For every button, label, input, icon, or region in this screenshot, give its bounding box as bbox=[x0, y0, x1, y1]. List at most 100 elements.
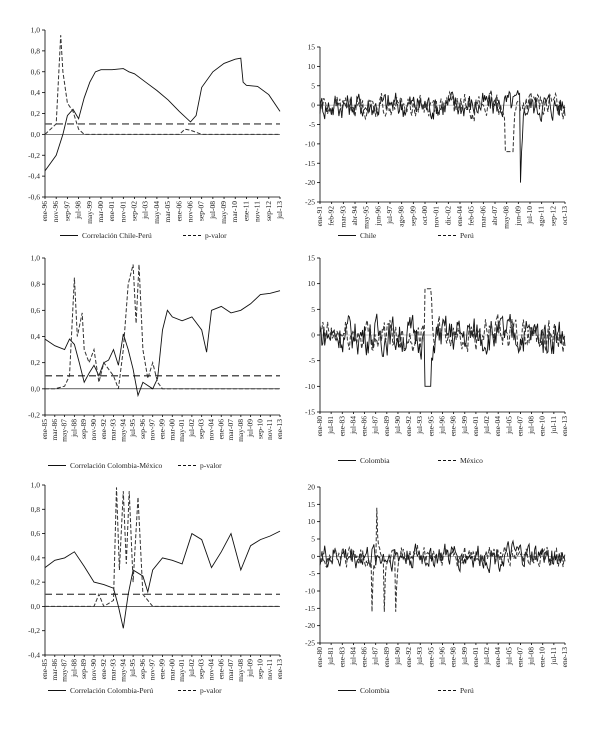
x-tick-label: mar-05 bbox=[163, 201, 172, 223]
x-tick-label: jul-95 bbox=[128, 419, 137, 438]
x-tick-label: ene-99 bbox=[158, 659, 167, 680]
x-tick-label: jul-11 bbox=[549, 647, 558, 666]
x-tick-label: mar-93 bbox=[338, 206, 347, 228]
x-tick-label: ene-06 bbox=[216, 419, 225, 440]
x-tick-label: jul-09 bbox=[246, 419, 255, 438]
x-tick-label: ene-89 bbox=[382, 416, 391, 437]
legend-label: Chile bbox=[360, 231, 377, 240]
y-tick-label: -10 bbox=[305, 139, 315, 148]
x-tick-label: feb-05 bbox=[467, 206, 476, 226]
x-tick-label: sep-99 bbox=[408, 206, 417, 226]
y-tick-label: 15 bbox=[308, 254, 316, 263]
y-tick-label: 20 bbox=[308, 483, 316, 492]
y-tick-label: 1,0 bbox=[31, 26, 41, 35]
y-tick-label: 0,2 bbox=[31, 358, 41, 367]
x-tick-label: may-08 bbox=[502, 206, 511, 229]
x-tick-label: may-94 bbox=[118, 419, 127, 442]
series-line bbox=[319, 507, 566, 612]
y-tick-label: -25 bbox=[305, 639, 315, 648]
y-tick-label: -5 bbox=[309, 356, 315, 365]
x-tick-label: jul-08 bbox=[208, 201, 217, 220]
x-tick-label: sep-97 bbox=[62, 201, 71, 221]
x-tick-label: jul-08 bbox=[527, 416, 536, 435]
x-tick-label: oct-00 bbox=[420, 206, 429, 225]
x-tick-label: sep-10 bbox=[255, 419, 264, 439]
y-tick-label: 0,4 bbox=[31, 332, 41, 341]
x-tick-label: ene-11 bbox=[241, 201, 250, 221]
y-tick-label: -20 bbox=[305, 621, 315, 630]
x-tick-label: ene-01 bbox=[107, 201, 116, 222]
y-tick-label: -10 bbox=[305, 587, 315, 596]
x-tick-label: ene-07 bbox=[515, 416, 524, 437]
y-tick-label: 0 bbox=[311, 101, 315, 110]
x-tick-label: nov-90 bbox=[89, 419, 98, 440]
x-tick-label: ene-04 bbox=[493, 647, 502, 668]
y-tick-label: -10 bbox=[305, 382, 315, 391]
y-tick-label: -0,2 bbox=[28, 411, 40, 420]
x-tick-label: ene-13 bbox=[560, 416, 569, 437]
x-tick-label: jul-88 bbox=[69, 659, 78, 678]
x-tick-label: may-09 bbox=[219, 201, 228, 224]
x-tick-label: mar-86 bbox=[50, 419, 59, 441]
x-tick-label: ene-13 bbox=[275, 419, 284, 440]
y-tick-label: 1,0 bbox=[31, 481, 41, 490]
x-tick-label: jul-93 bbox=[415, 416, 424, 435]
x-tick-label: jul-96 bbox=[438, 647, 447, 666]
legend-label: Colombia bbox=[360, 456, 390, 465]
y-tick-label: 0,8 bbox=[31, 280, 41, 289]
series-line bbox=[45, 264, 280, 390]
series-line bbox=[44, 530, 281, 629]
x-tick-label: ene-95 bbox=[426, 647, 435, 668]
x-tick-label: oct-13 bbox=[560, 206, 569, 225]
x-tick-label: jul-09 bbox=[246, 659, 255, 678]
x-tick-label: nov-11 bbox=[253, 201, 262, 222]
x-tick-label: mar-10 bbox=[230, 201, 239, 223]
x-tick-label: jul-02 bbox=[187, 659, 196, 678]
x-tick-label: ene-06 bbox=[174, 201, 183, 222]
y-tick-label: -15 bbox=[305, 604, 315, 613]
legend-label: p-valor bbox=[205, 231, 227, 240]
x-tick-label: sep-12 bbox=[548, 206, 557, 226]
y-tick-label: 10 bbox=[308, 517, 316, 526]
x-tick-label: may-01 bbox=[177, 659, 186, 682]
y-tick-label: 0,8 bbox=[31, 46, 41, 55]
x-tick-label: may-08 bbox=[236, 419, 245, 442]
y-tick-label: 0,0 bbox=[31, 602, 41, 611]
x-tick-label: ene-07 bbox=[515, 647, 524, 668]
y-tick-label: 0 bbox=[311, 552, 315, 561]
x-tick-label: may-08 bbox=[236, 659, 245, 682]
x-tick-label: feb-92 bbox=[327, 206, 336, 226]
x-tick-label: jul-99 bbox=[460, 416, 469, 435]
y-tick-label: 5 bbox=[311, 81, 315, 90]
legend-label: México bbox=[460, 456, 483, 465]
x-tick-label: sep-10 bbox=[255, 659, 264, 679]
y-tick-label: 0,6 bbox=[31, 306, 41, 315]
x-tick-label: sep-89 bbox=[79, 659, 88, 679]
x-tick-label: mar-93 bbox=[109, 419, 118, 441]
y-tick-label: 0,0 bbox=[31, 384, 41, 393]
x-tick-label: sep-03 bbox=[197, 419, 206, 439]
y-tick-label: 5 bbox=[311, 535, 315, 544]
x-tick-label: jul-81 bbox=[326, 416, 335, 435]
x-tick-label: jun-96 bbox=[373, 206, 382, 227]
x-tick-label: nov-01 bbox=[118, 201, 127, 222]
x-tick-label: ene-06 bbox=[216, 659, 225, 680]
x-tick-label: ago-11 bbox=[537, 206, 546, 227]
x-tick-label: ene-92 bbox=[99, 659, 108, 680]
legend-label: Correlación Colombia-Perú bbox=[70, 686, 153, 695]
x-tick-label: ene-85 bbox=[40, 419, 49, 440]
x-tick-label: nov-11 bbox=[265, 659, 274, 680]
series-line bbox=[319, 288, 566, 354]
x-tick-label: jul-10 bbox=[525, 206, 534, 225]
y-tick-label: 0,4 bbox=[31, 88, 41, 97]
x-tick-label: jul-05 bbox=[504, 647, 513, 666]
x-tick-label: ene-83 bbox=[337, 416, 346, 437]
x-tick-label: mar-86 bbox=[50, 659, 59, 681]
legend-label: Perú bbox=[460, 231, 474, 240]
x-tick-label: nov-97 bbox=[148, 659, 157, 680]
x-tick-label: jun-09 bbox=[513, 206, 522, 227]
x-tick-label: ene-98 bbox=[449, 416, 458, 437]
